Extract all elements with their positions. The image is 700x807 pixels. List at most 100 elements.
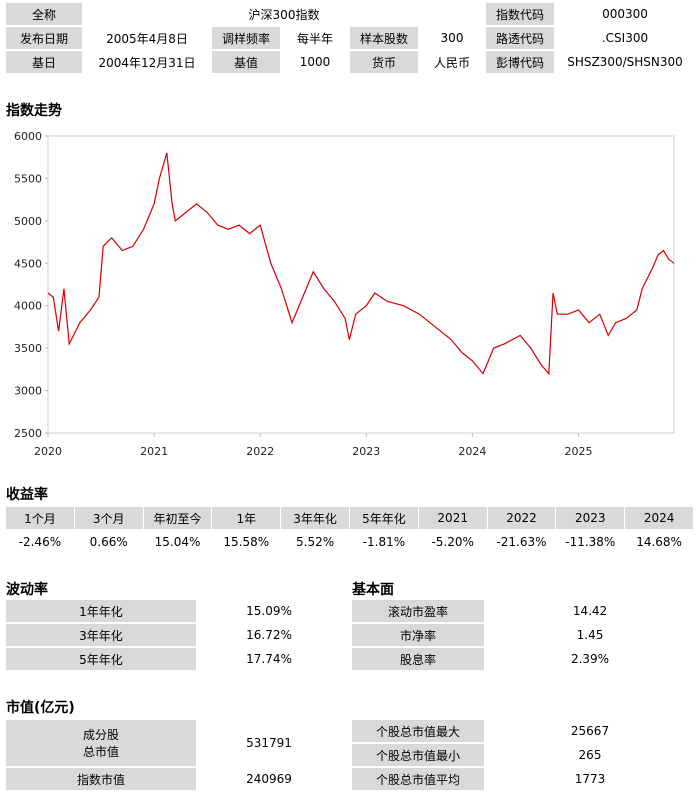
cell-text: 指数市值 <box>76 772 125 787</box>
return-header: 2024 <box>625 507 693 529</box>
index-line <box>47 152 675 376</box>
cell-text: 个股总市值最小 <box>375 748 460 763</box>
cell-text: 000300 <box>602 7 648 21</box>
cell-text: 16.72% <box>246 628 292 642</box>
cell-text: 531791 <box>246 736 292 750</box>
cap-label: 个股总市值平均 <box>352 768 484 790</box>
y-tick-label: 4000 <box>14 300 42 313</box>
cell-text: 5年年化 <box>362 511 406 526</box>
cell-text: 0.66% <box>89 535 128 549</box>
fund-label: 滚动市盈率 <box>352 600 484 622</box>
return-value: -5.20% <box>419 531 487 553</box>
cell-text: 17.74% <box>246 652 292 666</box>
cap-value: 25667 <box>486 720 694 742</box>
info-label: 调样频率 <box>212 27 280 49</box>
cap-value: 531791 <box>198 720 340 766</box>
fund-value: 14.42 <box>486 600 694 622</box>
cell-text: -11.38% <box>565 535 616 549</box>
cell-text: 成分股 <box>82 728 119 742</box>
fund-value: 2.39% <box>486 648 694 670</box>
plot-frame <box>47 135 675 434</box>
cell-text: -5.20% <box>431 535 474 549</box>
cell-text: 总市值 <box>82 745 119 759</box>
cap-label: 指数市值 <box>6 768 196 790</box>
cell-text: 2005年4月8日 <box>106 31 188 46</box>
return-header: 5年年化 <box>350 507 418 529</box>
cell-text: -21.63% <box>496 535 547 549</box>
cap-value: 1773 <box>486 768 694 790</box>
cell-text: 彭博代码 <box>495 55 544 70</box>
cell-text: 股息率 <box>399 652 436 667</box>
section-title: 收益率 <box>6 487 48 503</box>
cap-label: 个股总市值最大 <box>352 720 484 742</box>
x-tick-label: 2025 <box>565 445 593 458</box>
cell-text: 发布日期 <box>19 31 68 46</box>
section-title: 指数走势 <box>6 103 62 119</box>
vol-label: 1年年化 <box>6 600 196 622</box>
return-value: 14.68% <box>625 531 693 553</box>
cell-text: 5.52% <box>296 535 335 549</box>
return-value: -2.46% <box>6 531 74 553</box>
return-value: 0.66% <box>75 531 143 553</box>
x-tick-label: 2021 <box>140 445 168 458</box>
cell-text: 2023 <box>575 511 606 525</box>
cell-text: 15.58% <box>223 535 270 549</box>
cell-text: 2021 <box>437 511 468 525</box>
info-value: SHSZ300/SHSN300 <box>556 51 694 73</box>
x-tick-label: 2020 <box>34 445 62 458</box>
section-title: 基本面 <box>352 582 394 598</box>
info-value: .CSI300 <box>556 27 694 49</box>
cap-label: 个股总市值最小 <box>352 744 484 766</box>
info-label: 样本股数 <box>350 27 418 49</box>
cell-text: 年初至今 <box>153 511 202 526</box>
chart: 2500 3000 3500 4000 4500 5000 5500 6000 2020 2021… <box>14 130 675 458</box>
cell-text: .CSI300 <box>601 31 649 45</box>
return-header: 1年 <box>212 507 281 529</box>
cell-text: 1年年化 <box>79 604 123 619</box>
cell-text: 240969 <box>246 772 292 786</box>
cell-text: 2024 <box>643 511 675 525</box>
info-label: 货币 <box>350 51 418 73</box>
section-title: 波动率 <box>6 582 48 598</box>
info-label: 基值 <box>212 51 280 73</box>
y-tick-label: 3000 <box>14 385 42 398</box>
info-value: 000300 <box>556 3 694 25</box>
return-header: 3年年化 <box>281 507 349 529</box>
cell-text: 5年年化 <box>79 652 123 667</box>
vol-label: 3年年化 <box>6 624 196 646</box>
cell-text: 1年 <box>236 511 257 526</box>
info-value: 2005年4月8日 <box>84 27 210 49</box>
info-value: 2004年12月31日 <box>84 51 210 73</box>
cell-text: 沪深300指数 <box>248 7 320 22</box>
return-value: -1.81% <box>350 531 418 553</box>
return-value: -11.38% <box>556 531 624 553</box>
fund-label: 市净率 <box>352 624 484 646</box>
info-label: 基日 <box>6 51 82 73</box>
return-value: 5.52% <box>281 531 349 553</box>
return-value: 15.04% <box>144 531 212 553</box>
x-tick-label: 2024 <box>458 445 486 458</box>
return-header: 2022 <box>487 507 556 529</box>
info-label: 彭博代码 <box>486 51 554 73</box>
y-tick-label: 6000 <box>14 130 42 143</box>
cell-text: 每半年 <box>296 31 333 46</box>
vol-label: 5年年化 <box>6 648 196 670</box>
cell-text: 2.39% <box>570 652 610 666</box>
cell-text: 3年年化 <box>293 511 337 526</box>
cell-text: 25667 <box>570 724 610 738</box>
x-tick-label: 2023 <box>352 445 380 458</box>
y-tick-label: 2500 <box>14 427 42 440</box>
cap-label: 成分股 总市值 <box>6 720 196 766</box>
vol-value: 15.09% <box>198 600 340 622</box>
cell-text: -2.46% <box>18 535 62 549</box>
cell-text: 样本股数 <box>359 31 408 46</box>
cell-text: 300 <box>440 31 464 45</box>
cell-text: 1个月 <box>24 511 56 526</box>
cell-text: 14.42 <box>572 604 608 618</box>
cell-text: 15.04% <box>154 535 201 549</box>
info-label: 指数代码 <box>486 3 554 25</box>
y-tick-label: 4500 <box>14 257 42 270</box>
vol-value: 17.74% <box>198 648 340 670</box>
cell-text: 2022 <box>506 511 537 525</box>
